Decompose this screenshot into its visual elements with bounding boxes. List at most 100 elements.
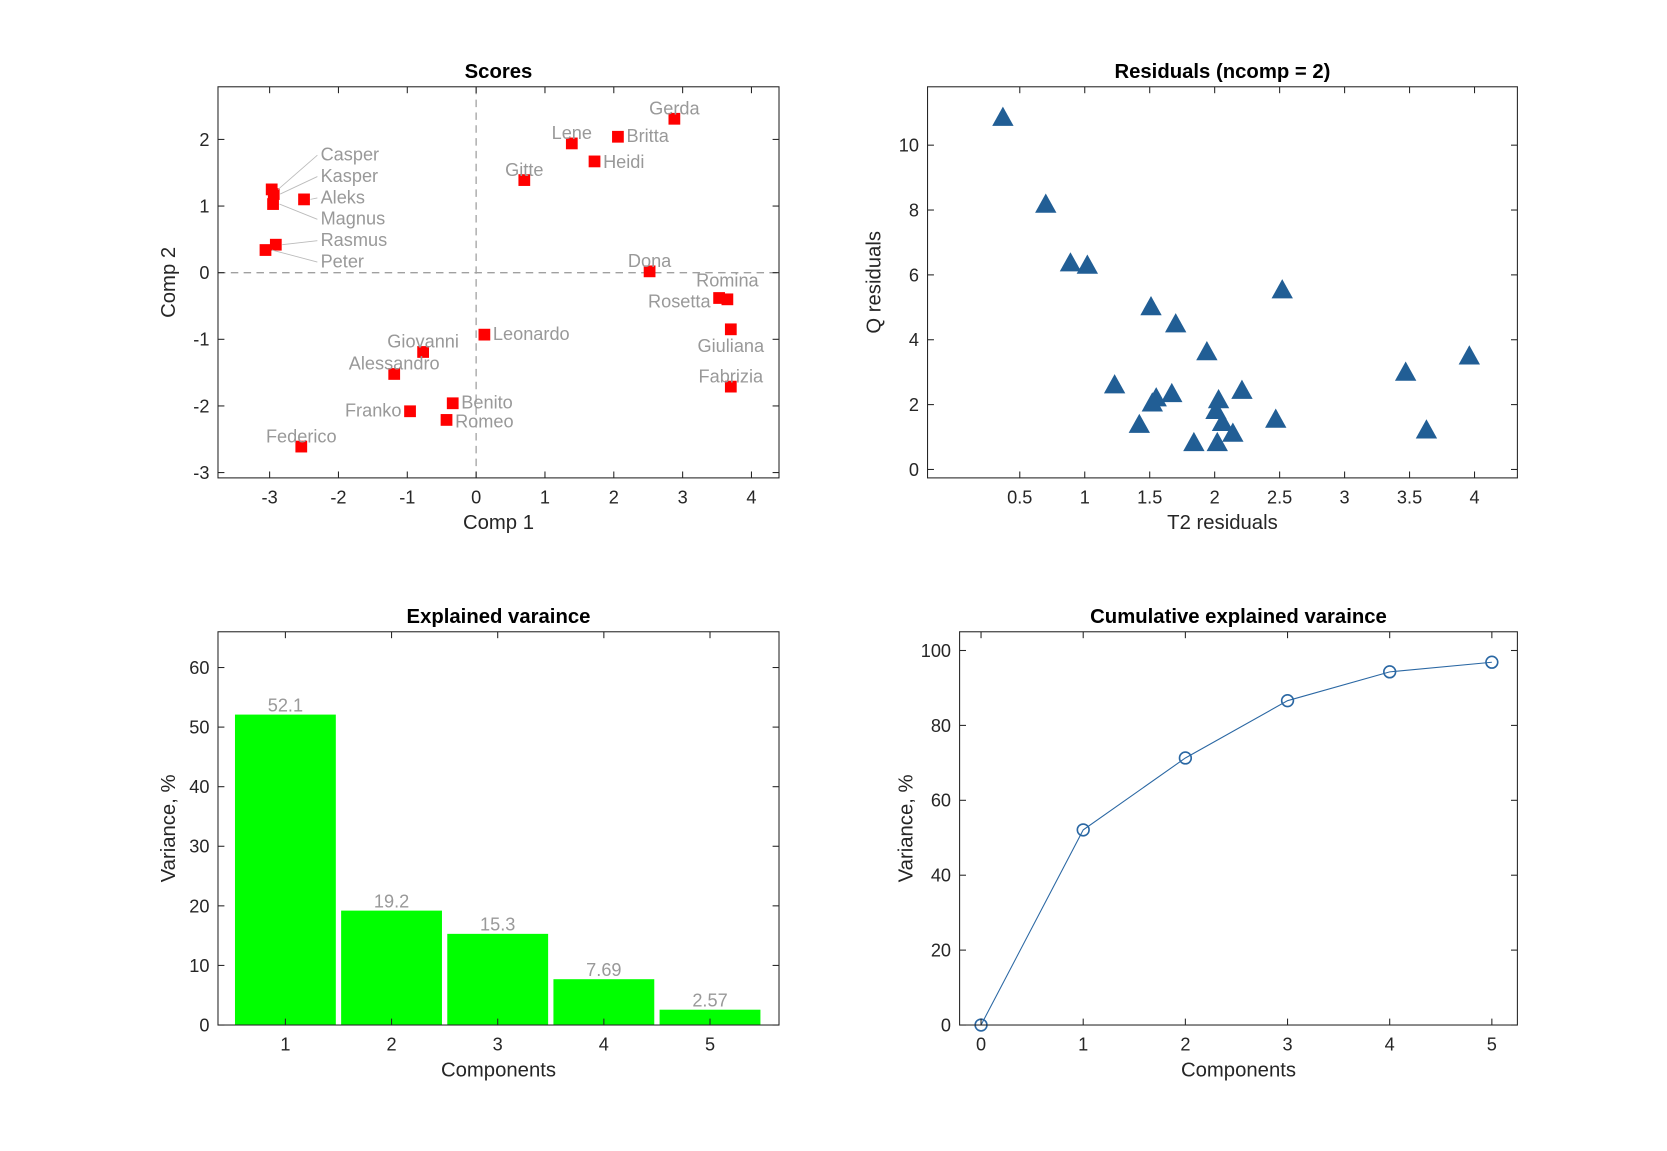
x-axis-label: Comp 1 xyxy=(463,512,534,534)
point-label: Rasmus xyxy=(321,230,388,250)
data-point-marker xyxy=(1161,382,1183,403)
x-tick-label: 3 xyxy=(1282,1035,1292,1055)
x-tick-label: 4 xyxy=(599,1035,609,1055)
data-point-marker xyxy=(404,405,416,418)
point-label: Gerda xyxy=(649,98,700,118)
x-tick-label: 1 xyxy=(1078,1035,1088,1055)
chart-title: Residuals (ncomp = 2) xyxy=(1114,61,1330,83)
x-tick-label: 4 xyxy=(746,488,756,508)
data-point-marker xyxy=(643,265,656,278)
y-tick-label: 60 xyxy=(189,658,209,678)
x-tick-label: 3 xyxy=(1340,488,1350,508)
axes-box xyxy=(959,631,1518,1026)
label-leader-line xyxy=(271,249,318,263)
data-point-marker xyxy=(1206,431,1228,452)
x-tick-label: 0 xyxy=(976,1035,986,1055)
y-tick-label: 80 xyxy=(931,716,951,736)
y-axis-label: Variance, % xyxy=(896,774,918,882)
data-point-marker xyxy=(269,238,282,251)
point-label: Kasper xyxy=(321,166,379,186)
x-tick-label: 2 xyxy=(609,488,619,508)
data-point-marker xyxy=(1207,389,1230,409)
y-tick-label: 2 xyxy=(199,130,209,150)
y-tick-label: -1 xyxy=(193,330,209,350)
y-tick-label: 60 xyxy=(931,791,951,811)
chart-3: 0 1 2 3 4 5 0 20 40 60 80 100 Cumulative explained v… xyxy=(896,606,1518,1081)
y-tick-label: 6 xyxy=(909,265,919,285)
y-axis-label: Q residuals xyxy=(864,231,886,334)
y-tick-label: 20 xyxy=(931,941,951,961)
data-point-marker xyxy=(1076,823,1090,837)
data-point-marker xyxy=(388,368,401,380)
data-point-marker xyxy=(1183,431,1205,452)
data-point-marker xyxy=(1383,665,1397,679)
data-point-marker xyxy=(1211,411,1234,431)
data-point-marker xyxy=(1458,345,1481,365)
y-axis-label: Variance, % xyxy=(158,774,180,882)
y-tick-label: 40 xyxy=(189,777,209,797)
axes-box xyxy=(927,86,1518,479)
x-tick-label: -2 xyxy=(330,488,346,508)
data-point-marker xyxy=(1035,193,1057,213)
data-point-marker xyxy=(668,112,681,125)
y-tick-label: 2 xyxy=(909,395,919,415)
point-label: Casper xyxy=(321,145,380,165)
point-label: Benito xyxy=(461,393,512,413)
data-point-marker xyxy=(259,244,272,256)
label-leader-line xyxy=(282,240,318,246)
data-point-marker xyxy=(588,155,601,168)
bar-data-label: 2.57 xyxy=(692,990,727,1010)
x-axis-label: T2 residuals xyxy=(1167,512,1278,534)
point-label: Alessandro xyxy=(349,354,440,374)
data-point-marker xyxy=(1394,361,1417,381)
data-point-marker xyxy=(417,346,429,358)
data-point-marker xyxy=(1222,422,1244,442)
x-tick-label: 1 xyxy=(1080,488,1090,508)
y-tick-label: -3 xyxy=(193,463,209,483)
y-tick-label: 0 xyxy=(199,263,209,283)
x-axis-label: Components xyxy=(441,1059,556,1081)
bar-data-label: 7.69 xyxy=(586,960,621,980)
data-point-marker xyxy=(267,188,280,200)
point-label: Romeo xyxy=(455,411,514,431)
bar-data-label: 19.2 xyxy=(374,891,409,911)
chart-title: Explained varaince xyxy=(407,606,591,628)
x-tick-label: 1 xyxy=(280,1035,290,1055)
data-point-marker xyxy=(1165,313,1187,333)
bar xyxy=(234,714,336,1026)
data-point-marker xyxy=(1231,379,1253,399)
y-tick-label: 4 xyxy=(909,330,919,350)
data-point-marker xyxy=(1280,694,1295,708)
data-point-marker xyxy=(518,174,531,186)
label-leader-line xyxy=(277,154,318,190)
label-leader-line xyxy=(279,203,318,220)
y-tick-label: 8 xyxy=(909,200,919,220)
bar xyxy=(553,979,655,1026)
x-tick-label: 2.5 xyxy=(1267,488,1292,508)
chart-title: Scores xyxy=(465,61,533,83)
y-axis-label: Comp 2 xyxy=(158,247,180,318)
bar xyxy=(341,910,442,1026)
data-point-marker xyxy=(446,397,459,410)
x-tick-label: 1 xyxy=(540,488,550,508)
point-label: Heidi xyxy=(603,152,644,172)
data-point-marker xyxy=(267,198,279,210)
data-point-marker xyxy=(1271,279,1293,299)
x-tick-label: 5 xyxy=(705,1035,715,1055)
data-point-marker xyxy=(1485,655,1499,669)
data-point-marker xyxy=(992,106,1014,126)
data-point-marker xyxy=(478,328,491,341)
bar xyxy=(659,1009,761,1026)
y-tick-label: 0 xyxy=(199,1015,209,1035)
x-tick-label: 0.5 xyxy=(1007,488,1032,508)
data-point-marker xyxy=(1103,374,1126,394)
data-point-marker xyxy=(1140,295,1162,316)
data-point-marker xyxy=(1415,419,1438,439)
point-label: Giuliana xyxy=(698,336,766,356)
data-point-marker xyxy=(295,440,308,453)
point-label: Dona xyxy=(628,251,672,271)
label-leader-line xyxy=(279,176,318,195)
x-tick-label: 4 xyxy=(1385,1035,1395,1055)
